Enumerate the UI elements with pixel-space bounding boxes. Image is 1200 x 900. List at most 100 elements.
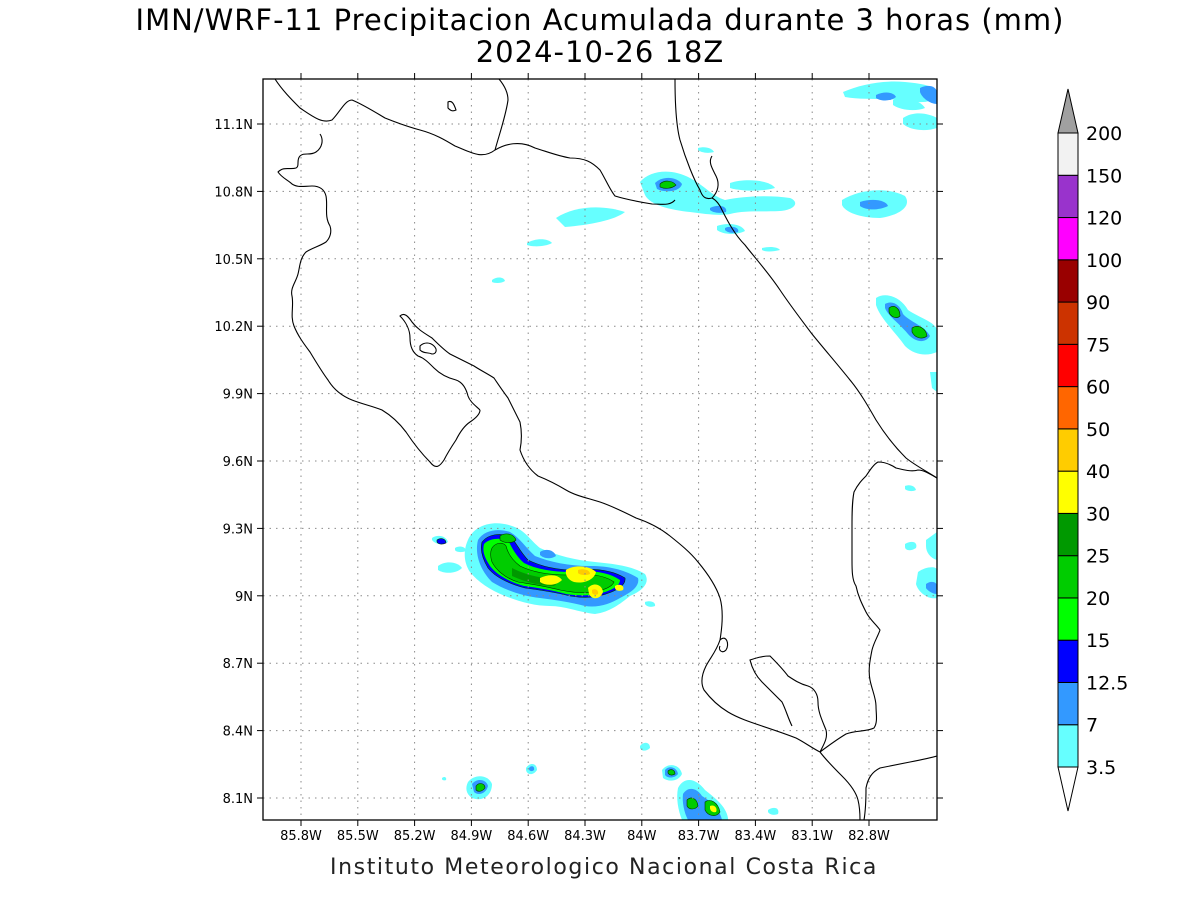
coastline [819,751,861,820]
colorbar-swatch [1057,724,1079,768]
precip-patch [920,85,937,104]
colorbar-label: 12.5 [1086,672,1128,694]
precip-patch [911,326,928,339]
colorbar-label: 90 [1086,292,1110,314]
lon-tick-label: 84W [627,829,657,844]
colorbar-label: 60 [1086,377,1110,399]
lat-tick-label: 9.3N [223,522,253,537]
coastline [277,133,481,468]
lon-tick-label: 85.5W [337,829,379,844]
colorbar-label: 30 [1086,503,1110,525]
lat-tick-label: 9.9N [223,388,253,403]
precip-patch [455,546,466,553]
lon-tick-label: 84.6W [507,829,549,844]
colorbar-swatch [1057,555,1079,599]
precip-patch [903,113,937,131]
precip-patch [768,807,779,815]
lat-tick-label: 8.7N [223,657,253,672]
colorbar-label: 75 [1086,334,1110,356]
lat-tick-label: 8.4N [223,725,253,740]
coastline [494,79,509,151]
colorbar-label: 40 [1086,461,1110,483]
precip-patch [926,581,937,594]
precip-patch [540,575,562,585]
colorbar-label: 20 [1086,588,1110,610]
colorbar-label: 7 [1086,715,1098,737]
chart-title: IMN/WRF-11 Precipitacion Acumulada duran… [135,3,1065,37]
coastline [274,79,676,205]
colorbar-swatch [1057,301,1079,345]
precip-patch [905,541,917,551]
lat-axis: 11.1N 10.8N 10.5N 10.2N 9.9N 9.6N 9.3N 9N 8.7N 8.… [214,118,943,807]
lon-tick-label: 85.8W [280,829,322,844]
precip-patch [930,372,937,392]
precip-patch [710,805,717,813]
precip-patch [725,226,739,233]
colorbar-swatch [1057,681,1079,726]
precip-patch [645,601,656,607]
precip-patch [762,246,780,252]
coastline [718,637,729,653]
lon-tick-label: 84.9W [450,829,492,844]
colorbar-label: 150 [1086,165,1122,187]
coastline-layer [274,79,937,820]
precip-layer [432,81,937,820]
precip-patch [529,766,535,772]
colorbar-swatch [1057,470,1079,514]
coastline [399,313,821,753]
lon-tick-label: 83.7W [678,829,720,844]
colorbar-swatch [1057,259,1079,303]
footer-credit: Instituto Meteorologico Nacional Costa R… [330,855,878,880]
lat-tick-label: 10.2N [214,320,253,335]
coastline [711,197,937,479]
colorbar-label: 100 [1086,250,1122,272]
precip-patch [592,589,599,595]
colorbar-swatch [1057,597,1079,641]
coastline [674,79,713,200]
colorbar-swatch [1057,174,1079,219]
precip-patch [843,81,937,103]
precip-patch [475,783,486,792]
colorbar-label: 50 [1086,419,1110,441]
coastline [863,755,937,820]
colorbar-swatch [1057,428,1079,472]
lon-tick-label: 82.8W [848,829,890,844]
lon-tick-label: 83.4W [734,829,776,844]
precip-patch [686,797,699,810]
colorbar-top-arrow [1057,88,1079,134]
lon-tick-label: 85.2W [394,829,436,844]
precip-patch [860,199,888,210]
colorbar-label: 15 [1086,630,1110,652]
lat-tick-label: 8.1N [223,792,253,807]
precip-patch [905,485,916,492]
precip-patch [615,584,624,591]
colorbar-swatch [1057,512,1079,557]
precip-patch [540,549,556,559]
precip-patch [730,180,775,191]
lon-tick-label: 84.3W [564,829,606,844]
lat-tick-label: 10.8N [214,185,253,200]
precip-patch [876,92,896,101]
lat-tick-label: 11.1N [214,118,253,133]
lon-axis: 85.8W 85.5W 85.2W 84.9W 84.6W 84.3W 84W 83.7W 83… [280,73,890,844]
precip-patch [698,147,714,153]
grid [263,79,937,820]
precip-patch [527,239,552,247]
lat-tick-label: 9N [235,590,253,605]
chart-subtitle: 2024-10-26 18Z [475,35,725,69]
precip-patch [499,533,517,543]
precip-patch [436,538,447,545]
plot-frame [262,78,938,821]
colorbar-swatch [1057,217,1079,261]
coastline [749,655,828,753]
precip-patch [893,98,925,111]
colorbar-swatch [1057,639,1079,683]
island [419,342,437,355]
colorbar-swatch [1057,386,1079,430]
colorbar-label: 3.5 [1086,757,1116,779]
precip-patch [667,769,676,776]
colorbar-label: 200 [1086,123,1122,145]
colorbar-label: 120 [1086,208,1122,230]
colorbar-swatch [1057,343,1079,388]
